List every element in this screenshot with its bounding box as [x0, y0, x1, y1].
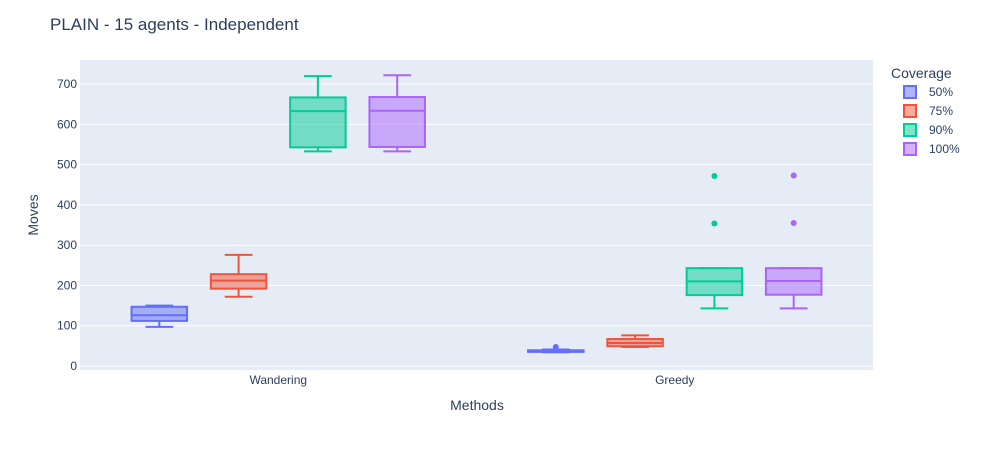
- box-series: [130, 74, 823, 354]
- series-100%: [368, 74, 823, 310]
- legend-item-100%[interactable]: 100%: [903, 142, 960, 156]
- box-75%-Wandering: [209, 253, 268, 298]
- chart-title: PLAIN - 15 agents - Independent: [50, 15, 299, 34]
- legend-label: 90%: [929, 123, 953, 137]
- box-50%-Wandering: [130, 304, 189, 328]
- box-100%-Wandering: [368, 74, 426, 153]
- series-90%: [289, 75, 744, 310]
- box-75%-Greedy: [606, 334, 664, 349]
- y-tick-label: 200: [57, 278, 77, 292]
- outlier-point: [790, 220, 797, 227]
- plot-area: [80, 60, 873, 370]
- x-tick-label: Wandering: [249, 373, 307, 387]
- outlier-point: [552, 344, 559, 351]
- outlier-point: [711, 172, 718, 179]
- outlier-point: [711, 220, 718, 227]
- y-tick-label: 500: [57, 158, 77, 172]
- legend-label: 100%: [929, 142, 960, 156]
- legend-label: 75%: [929, 104, 953, 118]
- outlier-point: [790, 172, 797, 179]
- legend-item-50%[interactable]: 50%: [903, 85, 953, 99]
- legend-swatch: [903, 104, 917, 118]
- box-100%-Greedy: [764, 172, 823, 310]
- box-90%-Wandering: [289, 75, 347, 153]
- box-iqr: [289, 96, 347, 149]
- y-tick-label: 400: [57, 198, 77, 212]
- x-tick-label: Greedy: [655, 373, 694, 387]
- legend-swatch: [903, 85, 917, 99]
- y-tick-label: 300: [57, 238, 77, 252]
- y-tick-label: 600: [57, 117, 77, 131]
- legend-label: 50%: [929, 85, 953, 99]
- y-axis-title: Moves: [25, 194, 41, 235]
- legend-title: Coverage: [891, 65, 952, 81]
- box-iqr: [130, 305, 189, 322]
- y-tick-label: 0: [70, 359, 77, 373]
- y-tick-label: 100: [57, 319, 77, 333]
- legend-item-90%[interactable]: 90%: [903, 123, 953, 137]
- legend-swatch: [903, 142, 917, 156]
- box-50%-Greedy: [527, 344, 585, 354]
- legend-swatch: [903, 123, 917, 137]
- series-75%: [209, 253, 664, 349]
- x-axis-ticks: Wandering Greedy: [249, 373, 694, 387]
- box-iqr: [368, 96, 426, 148]
- box-90%-Greedy: [685, 172, 744, 310]
- legend-item-75%[interactable]: 75%: [903, 104, 953, 118]
- y-tick-label: 700: [57, 77, 77, 91]
- x-axis-title: Methods: [450, 397, 504, 413]
- y-axis-ticks: 0 100 200 300 400 500 600 700: [57, 77, 77, 373]
- series-50%: [130, 304, 585, 354]
- legend[interactable]: Coverage 50% 75% 90% 100%: [891, 65, 960, 156]
